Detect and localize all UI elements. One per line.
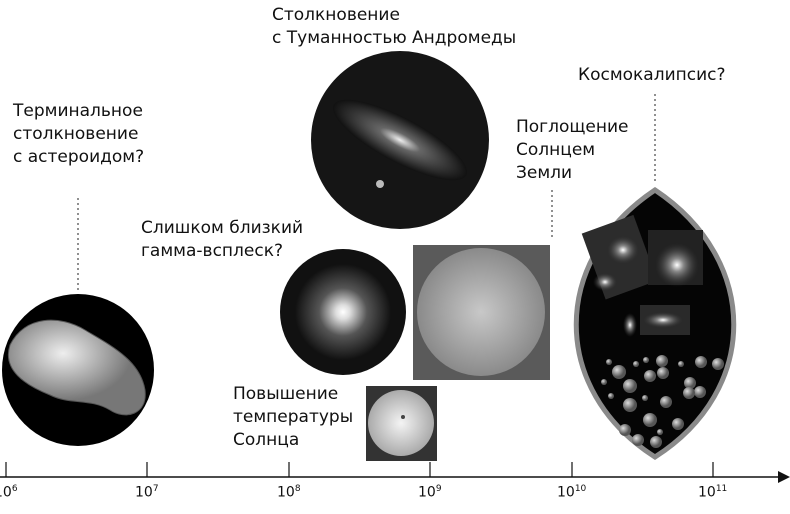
red-giant-sun-image <box>413 245 550 380</box>
asteroid-image <box>2 294 154 446</box>
axis-tick-label: 1010 <box>557 484 587 501</box>
axis-tick-label: 106 <box>0 484 18 501</box>
axis-arrow-icon <box>778 471 790 483</box>
andromeda-galaxy-image <box>311 51 489 229</box>
label-earth-engulf: Поглощение Солнцем Земли <box>516 117 629 183</box>
axis-tick-label: 109 <box>418 484 442 501</box>
label-cosmocalypse: Космокалипсис? <box>578 65 726 85</box>
brightening-sun-image <box>366 386 437 461</box>
label-gamma-burst: Слишком близкий гамма-всплеск? <box>141 218 304 261</box>
time-axis <box>0 462 790 483</box>
label-asteroid: Терминальное столкновение с астероидом? <box>13 101 145 167</box>
axis-tick-label: 108 <box>277 484 301 501</box>
label-sun-heat: Повышение температуры Солнца <box>233 384 354 450</box>
axis-tick-label: 107 <box>135 484 159 501</box>
cosmocalypse-image <box>573 186 737 460</box>
gamma-burst-image <box>280 249 406 375</box>
label-andromeda: Столкновение с Туманностью Андромеды <box>272 5 517 48</box>
axis-tick-label: 1011 <box>698 484 728 501</box>
